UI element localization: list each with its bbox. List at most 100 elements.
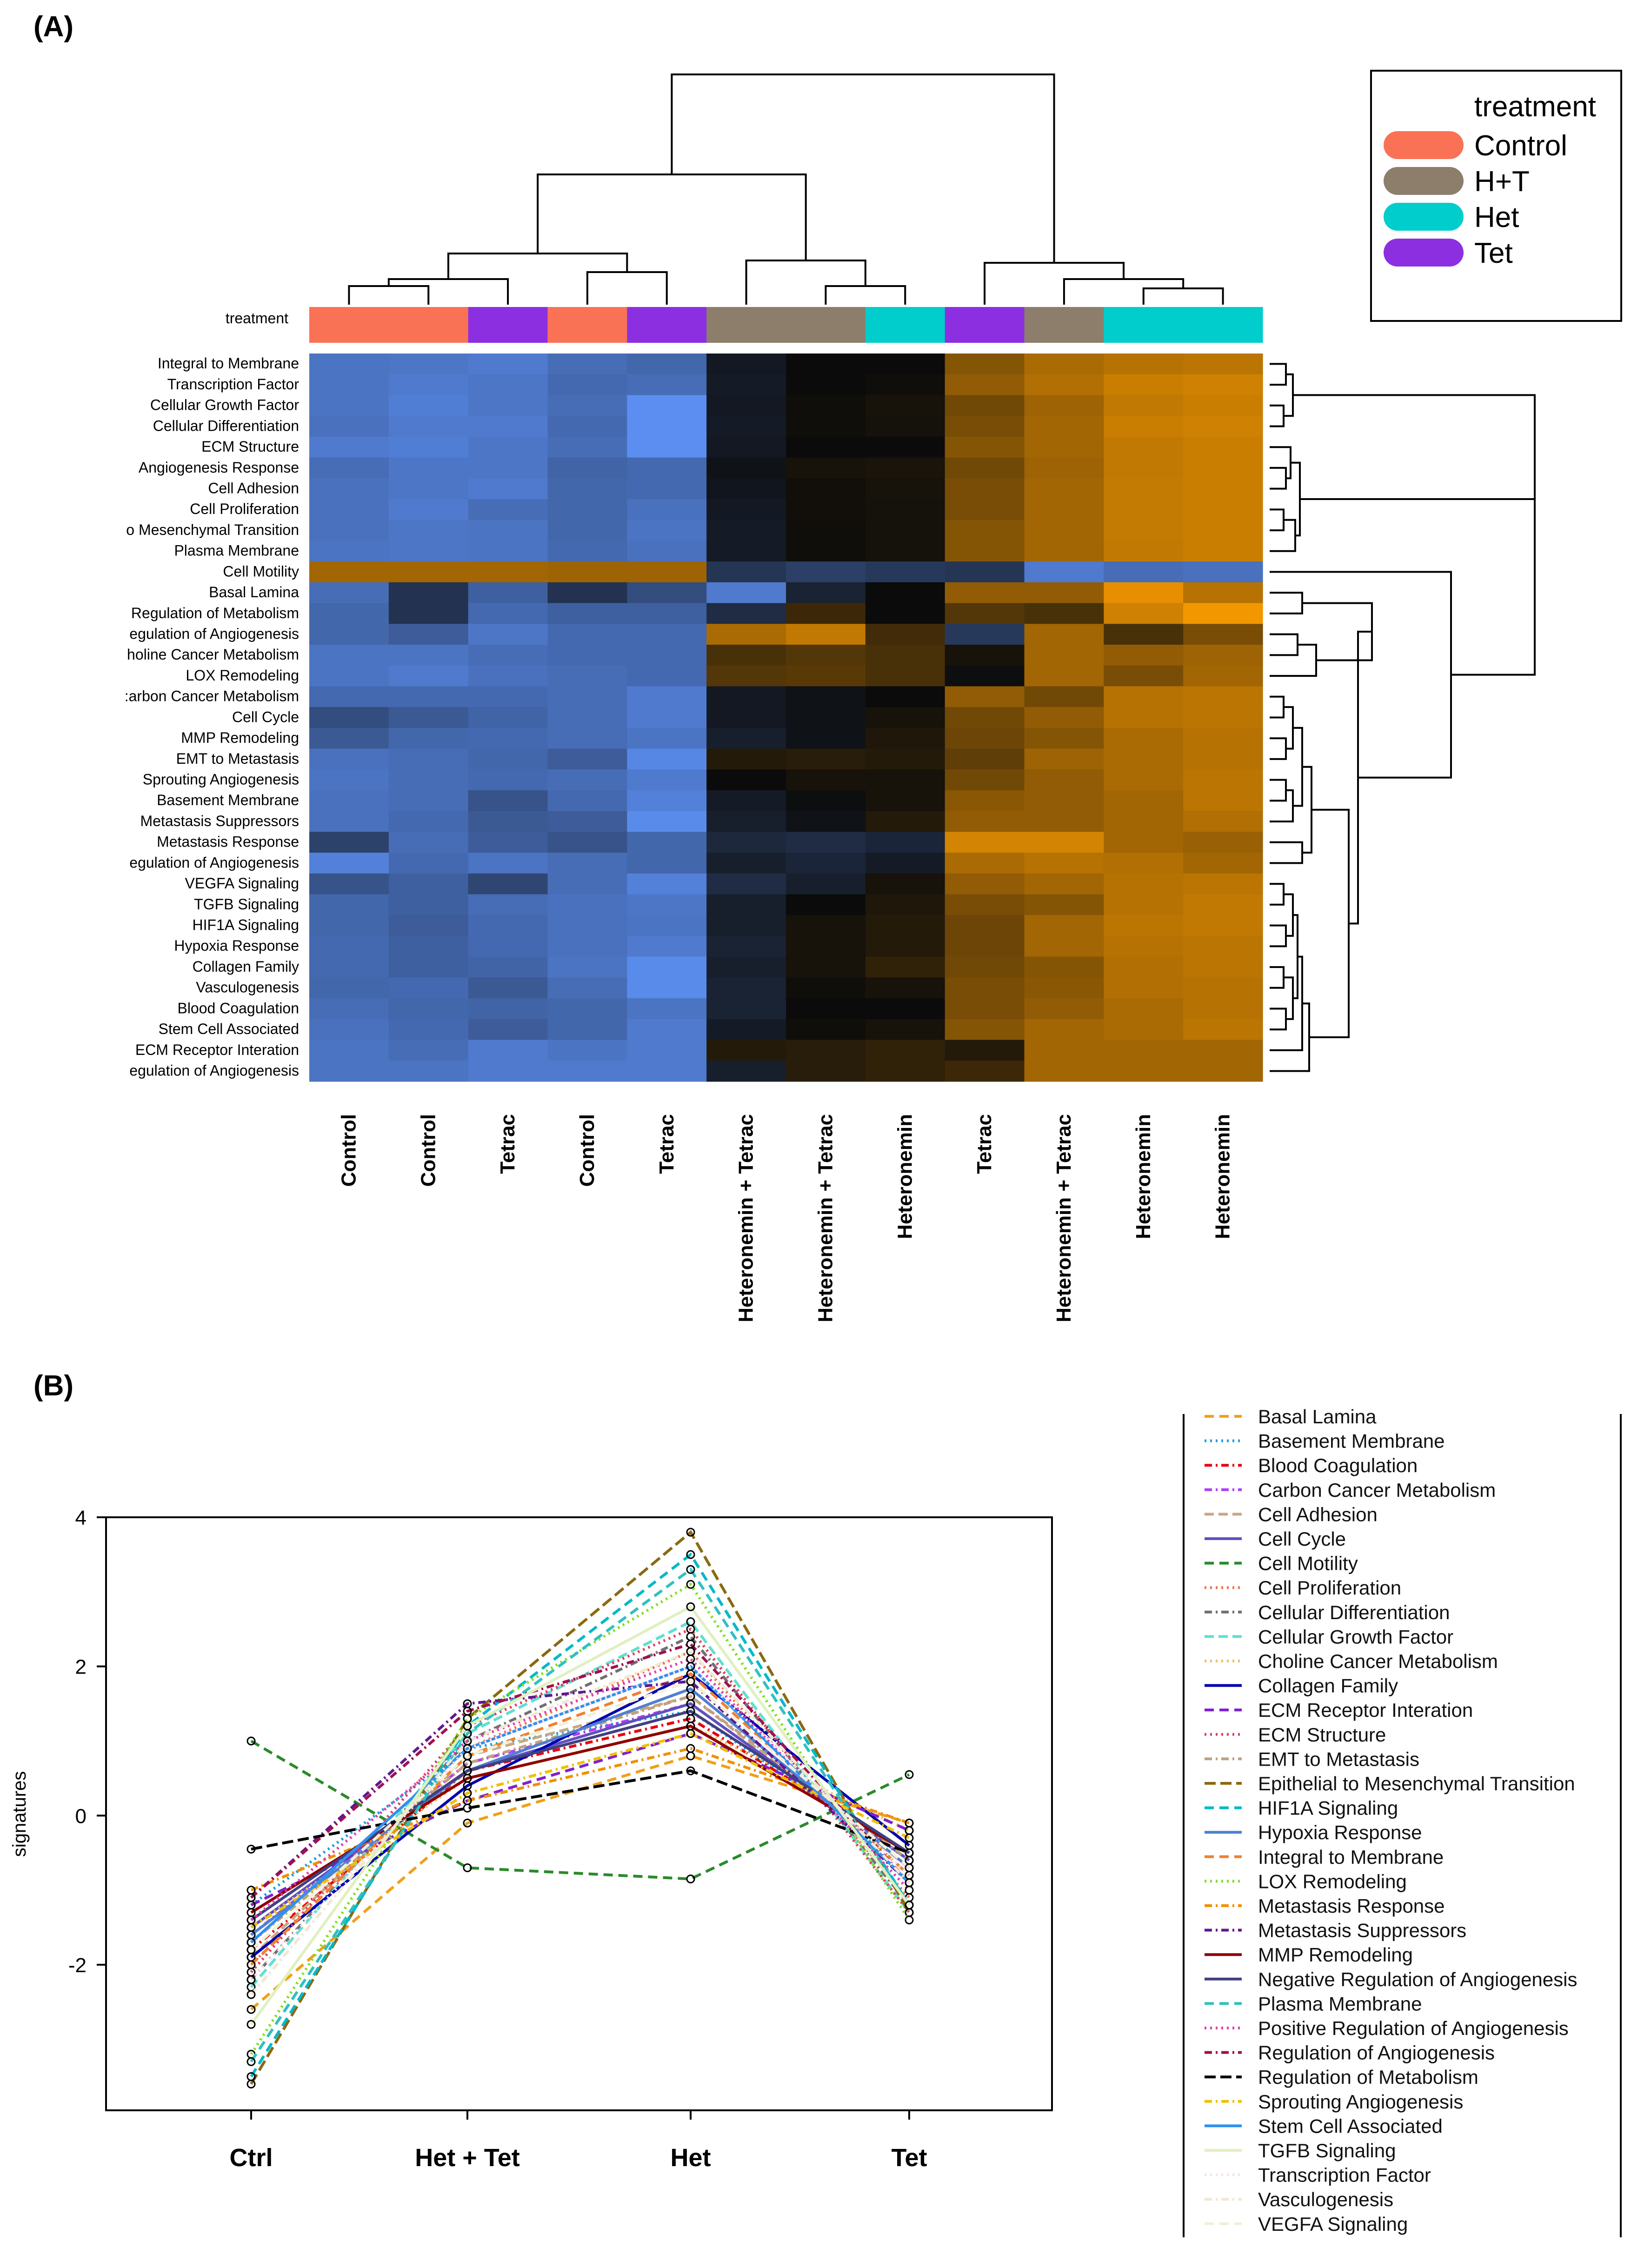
- heatmap-cell: [468, 956, 548, 978]
- heatmap-cell: [865, 1019, 945, 1041]
- heatmap-cell: [468, 1040, 548, 1061]
- heatmap-cell: [309, 873, 389, 895]
- heatmap-cell: [309, 665, 389, 687]
- heatmap-cell: [1104, 561, 1184, 583]
- heatmap-column-label: Control: [337, 1114, 360, 1187]
- dendrogram-branch: [1270, 519, 1296, 552]
- data-point: [905, 1818, 914, 1828]
- dendrogram-branch: [1451, 447, 1536, 676]
- heatmap-cell: [309, 436, 389, 458]
- data-point: [463, 1803, 472, 1813]
- heatmap-cell: [706, 790, 786, 812]
- legend-entry: Integral to Membrane: [1258, 1846, 1444, 1868]
- heatmap-cell: [865, 582, 945, 604]
- heatmap-row-label: EMT to Metastasis: [176, 750, 299, 767]
- heatmap-cell: [627, 998, 707, 1020]
- heatmap-cell: [627, 707, 707, 728]
- heatmap-cell: [1104, 873, 1184, 895]
- data-point: [463, 1751, 472, 1761]
- dendrogram-branch: [1270, 508, 1285, 532]
- heatmap-cell: [786, 894, 866, 915]
- heatmap-cell: [1183, 603, 1263, 624]
- heatmap-row-label: HIF1A Signaling: [193, 916, 299, 933]
- heatmap-cell: [309, 374, 389, 396]
- heatmap-cell: [627, 603, 707, 624]
- heatmap-cell: [786, 748, 866, 770]
- heatmap-cell: [1183, 540, 1263, 562]
- heatmap-cell: [865, 769, 945, 791]
- heatmap-cell: [388, 499, 469, 520]
- heatmap-row-label: holine Cancer Metabolism: [127, 646, 299, 663]
- heatmap-cell: [1024, 936, 1104, 957]
- heatmap-cell: [1183, 915, 1263, 936]
- series-line-ecm-structure: [250, 1627, 911, 1973]
- heatmap-cell: [1024, 769, 1104, 791]
- dendrogram-branch: [348, 285, 430, 305]
- heatmap-cell: [1183, 1061, 1263, 1082]
- heatmap-cell: [706, 354, 786, 375]
- heatmap-cell: [309, 416, 389, 437]
- heatmap-column-label: Control: [417, 1114, 439, 1187]
- series-line-regulation-of-metabolism: [251, 1769, 910, 1854]
- heatmap-cell: [706, 457, 786, 479]
- heatmap-cell: [627, 894, 707, 915]
- heatmap-cell: [786, 832, 866, 853]
- heatmap-cell: [1024, 1019, 1104, 1041]
- heatmap-cell: [865, 894, 945, 915]
- dendrogram-branch: [1270, 966, 1285, 989]
- data-point: [463, 1863, 472, 1873]
- x-tick-label: Het: [670, 2144, 711, 2172]
- heatmap-cell: [1183, 748, 1263, 770]
- heatmap-cell: [706, 645, 786, 666]
- heatmap-cell: [786, 540, 866, 562]
- dendrogram-branch: [1293, 727, 1303, 807]
- series-line-basal-lamina: [250, 1754, 910, 2011]
- heatmap-row-label: Collagen Family: [193, 958, 299, 975]
- heatmap-cell: [627, 686, 707, 707]
- dendrogram-branch: [387, 278, 509, 305]
- heatmap-cell: [945, 354, 1025, 375]
- heatmap-cell: [468, 894, 548, 915]
- dendrogram-branch: [537, 173, 807, 260]
- heatmap-cell: [1183, 790, 1263, 812]
- heatmap-cell: [1183, 727, 1263, 749]
- heatmap-cell: [468, 853, 548, 874]
- heatmap-cell: [786, 561, 866, 583]
- heatmap-cell: [1183, 645, 1263, 666]
- heatmap-cell: [786, 665, 866, 687]
- heatmap-row-label: Metastasis Response: [157, 834, 299, 850]
- heatmap-cell: [627, 354, 707, 375]
- heatmap-row-label: :arbon Cancer Metabolism: [125, 688, 299, 705]
- heatmap-cell: [388, 1019, 469, 1041]
- heatmap-cell: [468, 748, 548, 770]
- heatmap-cell: [309, 769, 389, 791]
- heatmap-cell: [786, 769, 866, 791]
- heatmap-row-label: Cell Adhesion: [208, 480, 299, 496]
- heatmap-cell: [1024, 499, 1104, 520]
- heatmap-cell: [706, 1040, 786, 1061]
- heatmap-cell: [865, 956, 945, 978]
- heatmap-cell: [627, 499, 707, 520]
- heatmap-cell: [706, 832, 786, 853]
- legend-entry: Metastasis Response: [1258, 1895, 1445, 1917]
- heatmap-cell: [1183, 665, 1263, 687]
- data-point: [246, 1893, 256, 1902]
- series-line-metastasis-suppressors: [250, 1680, 911, 1899]
- heatmap-cell: [468, 727, 548, 749]
- heatmap-cell: [388, 582, 469, 604]
- data-point: [246, 2072, 256, 2081]
- heatmap-cell: [627, 478, 707, 500]
- dendrogram-branch: [586, 271, 668, 305]
- heatmap-cell: [1183, 374, 1263, 396]
- heatmap-cell: [786, 374, 866, 396]
- legend-entry: TGFB Signaling: [1258, 2140, 1396, 2161]
- dendrogram-branch: [447, 253, 628, 279]
- heatmap-cell: [706, 853, 786, 874]
- heatmap-cell: [468, 499, 548, 520]
- heatmap-cell: [468, 395, 548, 416]
- heatmap-cell: [945, 998, 1025, 1020]
- heatmap-cell: [388, 478, 469, 500]
- data-point: [246, 1923, 256, 1932]
- heatmap-cell: [468, 374, 548, 396]
- heatmap-cell: [945, 374, 1025, 396]
